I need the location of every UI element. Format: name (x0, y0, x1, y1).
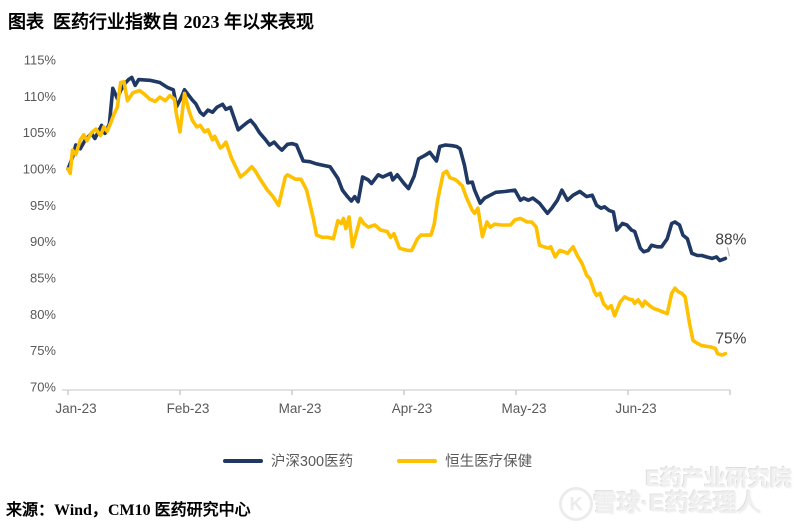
x-axis-tick-label: Jun-23 (615, 401, 656, 416)
series-line-hs300-pharma (66, 75, 728, 263)
y-axis-tick-label: 100% (23, 162, 57, 177)
legend-swatch-hs300-pharma (222, 458, 263, 463)
y-axis-tick-label: 80% (30, 307, 56, 322)
y-axis-tick-label: 105% (23, 125, 57, 140)
y-axis-tick-label: 70% (30, 380, 56, 395)
end-value-label: 88% (715, 231, 746, 248)
x-axis-tick-label: Feb-23 (167, 401, 210, 416)
legend-swatch-hs-healthcare (397, 458, 438, 463)
series-line-hs-healthcare (66, 80, 728, 357)
chart-title: 图表 医药行业指数自 2023 年以来表现 (8, 12, 314, 32)
source-note: 来源：Wind，CM10 医药研究中心 (6, 502, 251, 519)
legend-item-hs-healthcare: 恒生医疗保健 (397, 450, 532, 471)
legend-item-hs300-pharma: 沪深300医药 (222, 450, 354, 471)
x-axis-tick-label: Apr-23 (392, 401, 433, 416)
x-axis-tick-label: Jan-23 (55, 401, 96, 416)
x-axis-tick-label: May-23 (501, 401, 546, 416)
y-axis-tick-label: 85% (30, 271, 56, 286)
y-axis-tick-label: 75% (30, 343, 56, 358)
legend-label-hs-healthcare: 恒生医疗保健 (445, 454, 533, 470)
y-axis-tick-label: 115% (24, 53, 57, 68)
y-axis-tick-label: 95% (30, 198, 56, 213)
legend-label-hs300-pharma: 沪深300医药 (270, 454, 354, 470)
end-value-label: 75% (715, 331, 746, 348)
y-axis-tick-label: 110% (24, 89, 57, 104)
end-label-leader-line (726, 247, 730, 257)
x-axis-tick-label: Mar-23 (279, 401, 322, 416)
y-axis-tick-label: 90% (30, 234, 56, 249)
chart-legend: 沪深300医药 恒生医疗保健 (0, 450, 755, 471)
